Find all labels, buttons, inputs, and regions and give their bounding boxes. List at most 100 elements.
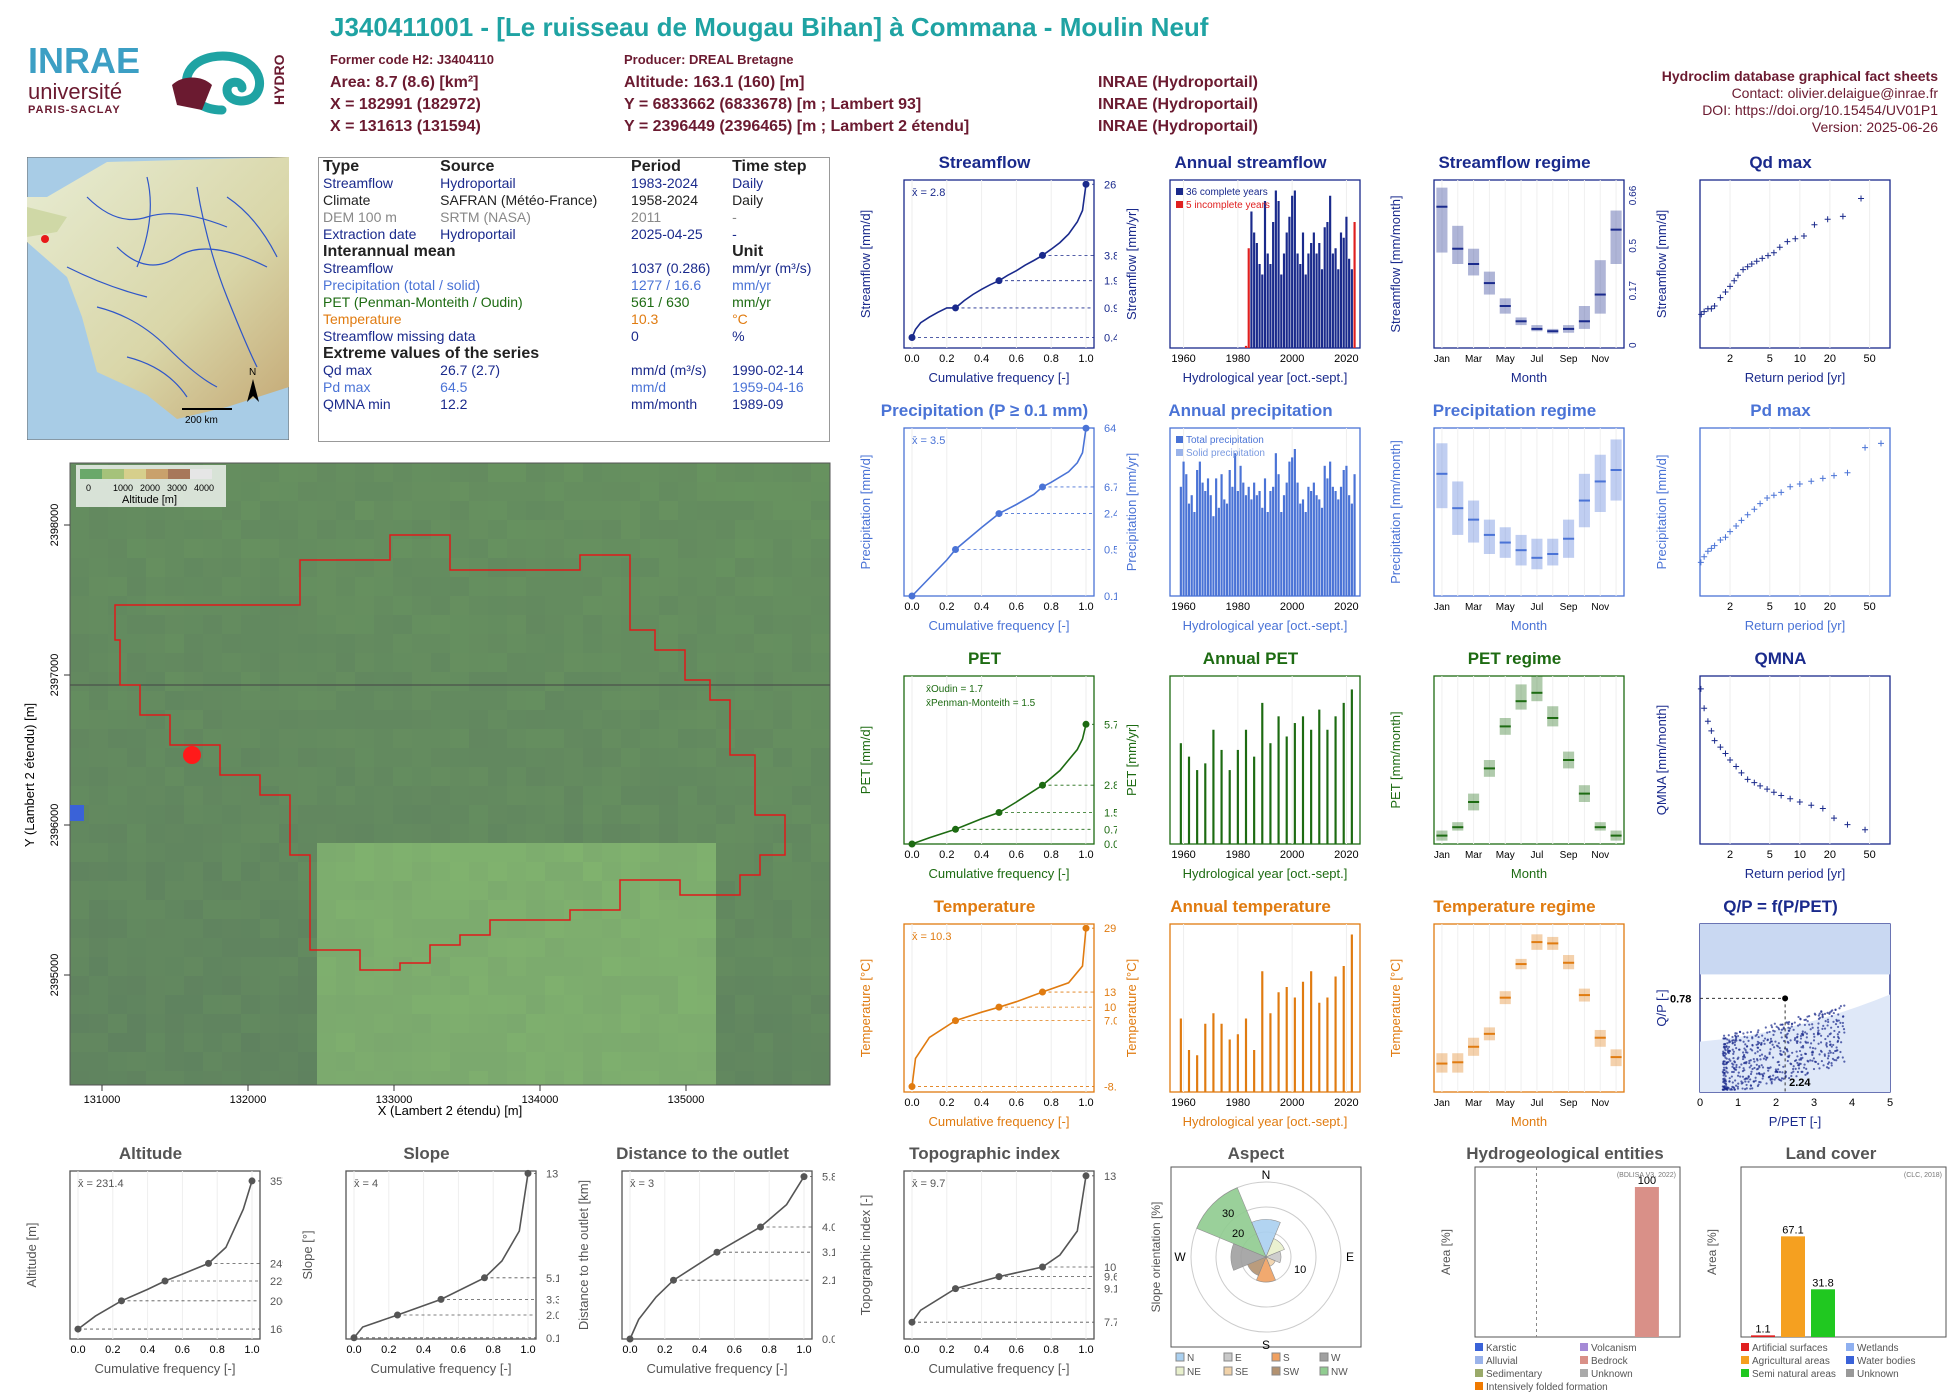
elevation-cell: [602, 957, 621, 976]
elevation-cell: [716, 1052, 735, 1071]
elevation-cell: [222, 691, 241, 710]
elevation-cell: [431, 672, 450, 691]
bar: [1334, 491, 1337, 596]
elevation-cell: [716, 938, 735, 957]
elevation-cell: [450, 558, 469, 577]
elevation-cell: [222, 900, 241, 919]
elevation-cell: [754, 767, 773, 786]
elevation-cell: [317, 748, 336, 767]
elevation-cell: [355, 843, 374, 862]
elevation-cell: [716, 710, 735, 729]
elevation-cell: [127, 1014, 146, 1033]
elevation-cell: [203, 881, 222, 900]
cell: 64.5: [440, 379, 468, 395]
point: [1779, 1052, 1782, 1055]
bar: [1228, 770, 1231, 844]
point: [1826, 1018, 1830, 1021]
elevation-cell: [469, 710, 488, 729]
point: [1832, 1011, 1835, 1015]
elevation-cell: [279, 691, 298, 710]
elevation-cell: [317, 881, 336, 900]
elevation-cell: [89, 900, 108, 919]
elevation-cell: [564, 748, 583, 767]
elevation-cell: [89, 1052, 108, 1071]
area-label: Area: 8.7 (8.6) [km²]: [330, 74, 479, 91]
bar: [1320, 269, 1324, 348]
elevation-cell: [773, 957, 792, 976]
rose-sector: [1265, 1238, 1285, 1258]
x-tick-label: 1980: [1226, 1097, 1250, 1109]
elevation-cell: [450, 824, 469, 843]
point: [1820, 1034, 1823, 1037]
elevation-cell: [431, 520, 450, 539]
elevation-cell: [127, 919, 146, 938]
elevation-cell: [583, 653, 602, 672]
elevation-cell: [222, 558, 241, 577]
elevation-cell: [70, 919, 89, 938]
elevation-cell: [184, 1014, 203, 1033]
elevation-cell: [393, 729, 412, 748]
point: [1808, 478, 1815, 485]
point: [1760, 1053, 1764, 1056]
elevation-cell: [203, 615, 222, 634]
elevation-cell: [108, 615, 127, 634]
bar: [1334, 976, 1337, 1092]
elevation-cell: [678, 1033, 697, 1052]
elevation-cell: [469, 1071, 488, 1085]
bar: [1255, 495, 1258, 596]
elevation-cell: [773, 1014, 792, 1033]
elevation-cell: [583, 919, 602, 938]
elevation-cell: [412, 653, 431, 672]
legend-tick: 3000: [167, 483, 187, 493]
elevation-cell: [279, 881, 298, 900]
elevation-cell: [488, 843, 507, 862]
elevation-cell: [735, 729, 754, 748]
point: [1794, 1067, 1797, 1071]
cell: 1983-2024: [631, 175, 698, 191]
point: [1804, 1031, 1807, 1034]
elevation-cell: [735, 767, 754, 786]
quantile-point: [118, 1297, 125, 1305]
elevation-cell: [811, 938, 830, 957]
elevation-cell: [735, 691, 754, 710]
point: [1792, 1065, 1795, 1068]
elevation-cell: [203, 748, 222, 767]
point: [1776, 244, 1783, 251]
elevation-cell: [469, 1052, 488, 1071]
elevation-cell: [792, 615, 811, 634]
elevation-cell: [716, 729, 735, 748]
elevation-cell: [564, 482, 583, 501]
point: [1801, 1030, 1804, 1033]
precipitation-curve: [911, 428, 1087, 597]
elevation-cell: [716, 672, 735, 691]
annual_temperature-frame: [1169, 923, 1361, 1093]
bar: [1312, 482, 1315, 596]
right-tick-label: 0.5: [1628, 238, 1639, 252]
elevation-cell: [336, 748, 355, 767]
quantile-point: [1039, 988, 1046, 996]
point: [1744, 263, 1751, 270]
elevation-cell: [697, 824, 716, 843]
elevation-cell: [754, 786, 773, 805]
point: [1747, 1080, 1750, 1083]
point: [1750, 1064, 1753, 1067]
france-map: 200 km N: [27, 157, 289, 440]
point: [1834, 1008, 1837, 1011]
legend-swatch: [1846, 1369, 1854, 1377]
point: [1734, 1035, 1737, 1038]
point: [1839, 1050, 1842, 1054]
elevation-cell: [697, 729, 716, 748]
cell: 1037 (0.286): [631, 260, 711, 276]
elevation-cell: [431, 805, 450, 824]
elevation-cell: [811, 729, 830, 748]
topographic_index-curve: [911, 1175, 1087, 1323]
point: [1831, 815, 1838, 822]
elevation-cell: [374, 463, 393, 482]
elevation-cell: [89, 881, 108, 900]
elevation-cell: [374, 615, 393, 634]
elevation-cell: [184, 577, 203, 596]
elevation-cell: [298, 520, 317, 539]
point: [1838, 1030, 1841, 1034]
elevation-cell: [431, 938, 450, 957]
